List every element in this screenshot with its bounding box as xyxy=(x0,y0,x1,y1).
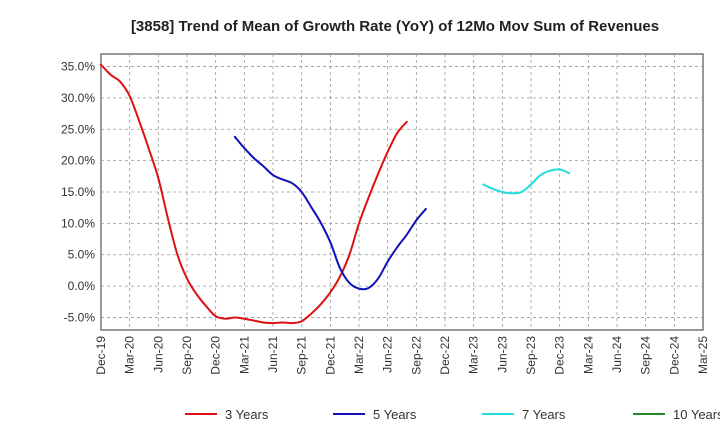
x-tick-label: Sep-21 xyxy=(295,336,309,375)
y-tick-label: 15.0% xyxy=(61,185,95,199)
series-line-5-years xyxy=(233,135,427,291)
axis-layer: 35.0% 30.0% 25.0% 20.0% 15.0% 10.0% 5.0% 0.0% -5… xyxy=(61,60,710,375)
x-tick-label: Jun-23 xyxy=(495,336,509,373)
x-tick-label: Dec-22 xyxy=(438,336,452,375)
legend-label-10-years: 10 Years xyxy=(673,407,720,422)
legend-label-7-years: 7 Years xyxy=(522,407,566,422)
x-tick-label: Mar-25 xyxy=(696,336,710,374)
legend: 3 Years 5 Years 7 Years 10 Years xyxy=(185,407,720,422)
x-tick-label: Sep-20 xyxy=(180,336,194,375)
y-tick-label: 30.0% xyxy=(61,91,95,105)
x-tick-label: Sep-23 xyxy=(524,336,538,375)
y-tick-label: 25.0% xyxy=(61,122,95,136)
y-tick-label: 10.0% xyxy=(61,216,95,230)
x-tick-label: Sep-24 xyxy=(639,336,653,375)
y-tick-label: -5.0% xyxy=(64,310,96,324)
y-tick-label: 35.0% xyxy=(61,60,95,74)
y-tick-label: 20.0% xyxy=(61,154,95,168)
x-tick-label: Jun-24 xyxy=(610,336,624,373)
x-tick-label: Jun-21 xyxy=(266,336,280,373)
x-tick-label: Mar-20 xyxy=(123,336,137,374)
x-tick-label: Dec-20 xyxy=(209,336,223,375)
series-line-3-years xyxy=(100,63,408,325)
x-tick-label: Mar-21 xyxy=(237,336,251,374)
series-layer xyxy=(100,63,571,325)
grid-layer xyxy=(100,53,704,331)
x-tick-label: Dec-24 xyxy=(667,336,681,375)
y-tick-label: 5.0% xyxy=(68,248,96,262)
legend-label-3-years: 3 Years xyxy=(225,407,269,422)
series-line-7-years xyxy=(482,168,571,195)
x-tick-label: Mar-23 xyxy=(467,336,481,374)
x-tick-label: Dec-23 xyxy=(553,336,567,375)
legend-label-5-years: 5 Years xyxy=(373,407,417,422)
x-tick-label: Jun-20 xyxy=(151,336,165,373)
x-tick-label: Jun-22 xyxy=(381,336,395,373)
x-tick-label: Mar-22 xyxy=(352,336,366,374)
y-tick-label: 0.0% xyxy=(68,279,96,293)
x-tick-label: Mar-24 xyxy=(581,336,595,374)
x-tick-label: Dec-21 xyxy=(323,336,337,375)
x-tick-label: Sep-22 xyxy=(409,336,423,375)
chart-title: [3858] Trend of Mean of Growth Rate (YoY… xyxy=(131,18,659,35)
x-tick-label: Dec-19 xyxy=(94,336,108,375)
